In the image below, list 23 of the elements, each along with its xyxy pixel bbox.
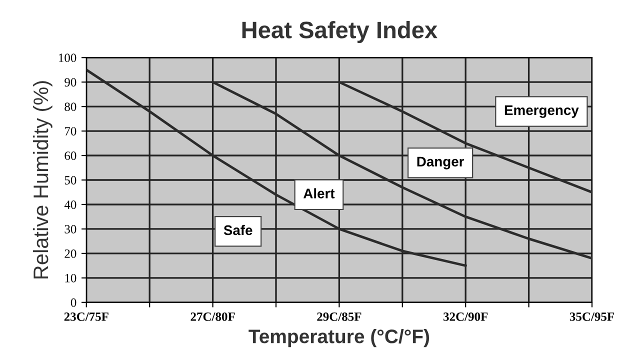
- annotation: Danger: [417, 156, 464, 170]
- y-tick-label: 40: [64, 200, 76, 209]
- y-tick-label: 60: [64, 152, 76, 160]
- x-tick-label: 32C/90F: [444, 312, 488, 321]
- annotation: Safe: [224, 224, 252, 236]
- x-axis-title: Temperature (°C/°F): [248, 329, 430, 348]
- y-tick-label: 30: [64, 224, 76, 234]
- y-tick-label: 0: [70, 298, 76, 307]
- y-tick-label: 10: [65, 274, 76, 282]
- x-tick-label: 29C/85F: [317, 312, 362, 321]
- annotation: Alert: [304, 188, 335, 198]
- y-tick-label: 80: [64, 102, 76, 112]
- chart-title: Heat Safety Index: [242, 21, 438, 44]
- x-tick-label: 35C/95F: [570, 312, 614, 321]
- y-tick-label: 70: [65, 127, 76, 136]
- annotation: Emergency: [504, 105, 579, 118]
- y-tick-label: 100: [59, 54, 76, 62]
- x-tick-label: 23C/75F: [64, 312, 108, 321]
- x-tick-label: 27C/80F: [190, 312, 235, 321]
- y-tick-label: 90: [64, 78, 76, 87]
- y-tick-label: 20: [64, 249, 76, 258]
- y-axis-title: Relative Humidity (%): [32, 81, 52, 278]
- y-tick-label: 50: [64, 176, 76, 184]
